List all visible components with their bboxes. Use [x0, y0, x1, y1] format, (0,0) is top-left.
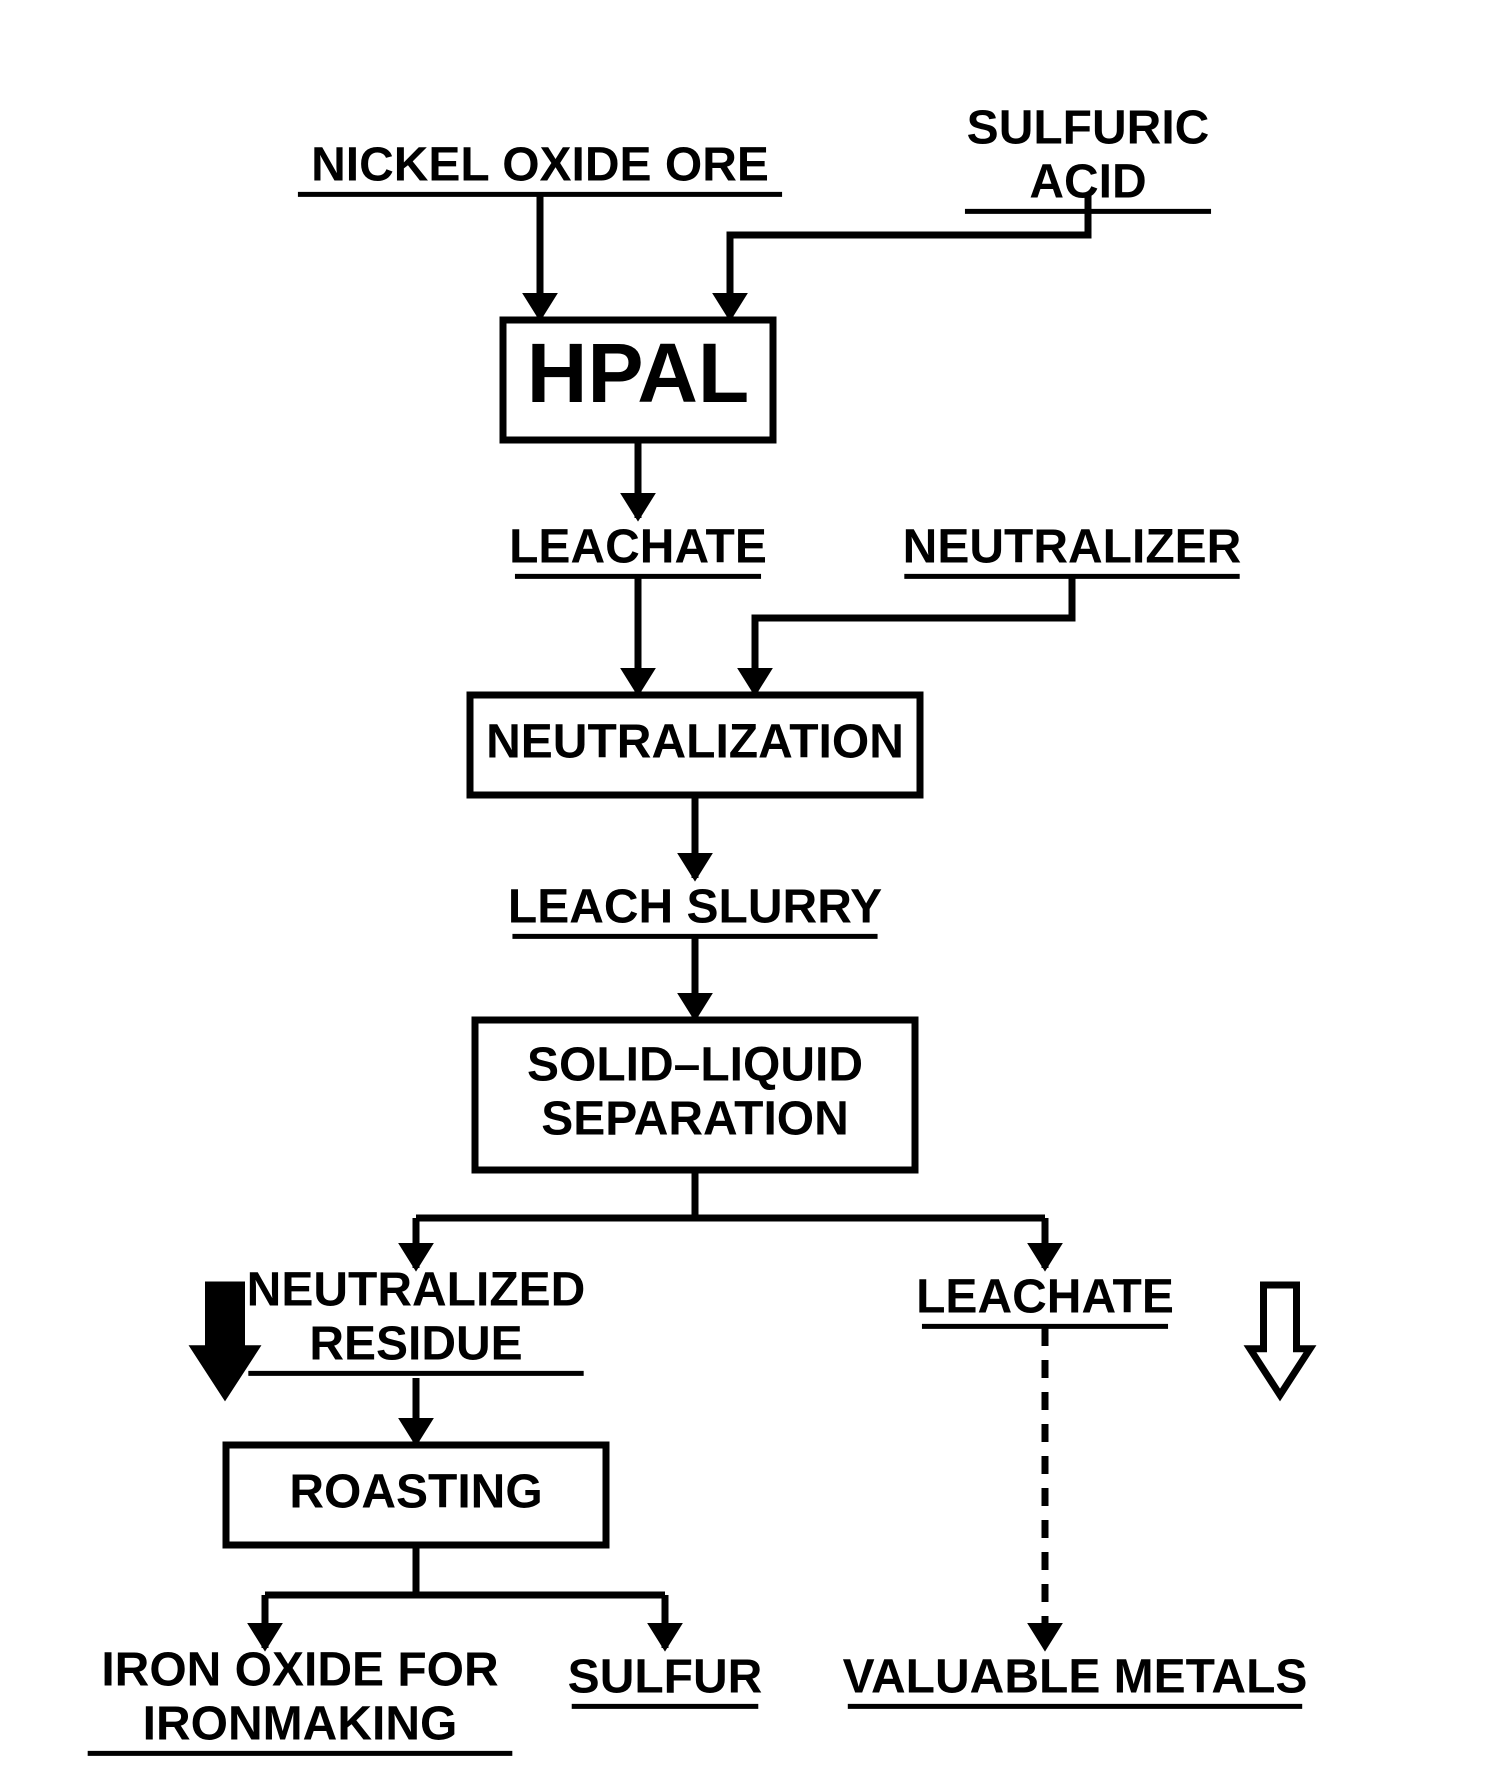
node-nickel_ore: NICKEL OXIDE ORE: [298, 139, 782, 195]
node-sulfuric_acid: SULFURICACID: [965, 102, 1211, 212]
node-solid_liquid-line-1: SEPARATION: [541, 1093, 849, 1146]
node-solid_liquid: SOLID–LIQUIDSEPARATION: [527, 1039, 863, 1146]
node-nickel_ore-line-0: NICKEL OXIDE ORE: [311, 139, 769, 192]
edge-elbow: [755, 578, 1072, 693]
node-iron_oxide: IRON OXIDE FORIRONMAKING: [88, 1644, 513, 1754]
node-sulfuric_acid-line-0: SULFURIC: [967, 102, 1210, 155]
node-leachate_top-line-0: LEACHATE: [509, 521, 767, 574]
node-leach_slurry: LEACH SLURRY: [508, 881, 882, 937]
node-neutralizer: NEUTRALIZER: [903, 521, 1242, 577]
node-leachate_bot-line-0: LEACHATE: [916, 1271, 1174, 1324]
node-iron_oxide-line-1: IRONMAKING: [143, 1698, 458, 1751]
node-iron_oxide-line-0: IRON OXIDE FOR: [101, 1644, 498, 1697]
node-leachate_bot: LEACHATE: [916, 1271, 1174, 1327]
node-roasting-line-0: ROASTING: [289, 1466, 542, 1519]
node-neutralizer-line-0: NEUTRALIZER: [903, 521, 1242, 574]
node-valuable_metals-line-0: VALUABLE METALS: [843, 1651, 1308, 1704]
flowchart-diagram: NICKEL OXIDE ORE SULFURICACID HPAL LEACHATE…: [0, 0, 1505, 1787]
node-neut_residue: NEUTRALIZEDRESIDUE: [247, 1264, 586, 1374]
node-hpal-line-0: HPAL: [527, 326, 749, 420]
node-neut_residue-line-1: RESIDUE: [309, 1318, 522, 1371]
node-roasting: ROASTING: [289, 1466, 542, 1519]
indicator-hollow-arrow-icon: [1250, 1285, 1310, 1395]
node-leach_slurry-line-0: LEACH SLURRY: [508, 881, 882, 934]
node-solid_liquid-line-0: SOLID–LIQUID: [527, 1039, 863, 1092]
node-neutralization: NEUTRALIZATION: [486, 716, 904, 769]
node-neutralization-line-0: NEUTRALIZATION: [486, 716, 904, 769]
node-neut_residue-line-0: NEUTRALIZED: [247, 1264, 586, 1317]
node-valuable_metals: VALUABLE METALS: [843, 1651, 1308, 1707]
node-sulfur: SULFUR: [568, 1651, 763, 1707]
node-leachate_top: LEACHATE: [509, 521, 767, 577]
node-hpal: HPAL: [527, 326, 749, 420]
node-sulfur-line-0: SULFUR: [568, 1651, 763, 1704]
